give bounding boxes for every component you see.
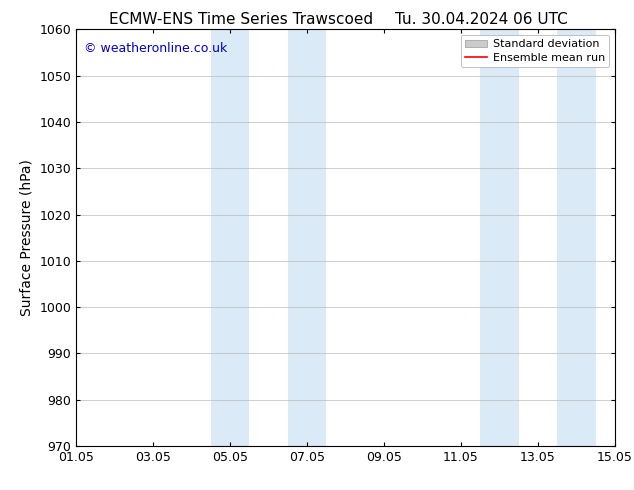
Y-axis label: Surface Pressure (hPa): Surface Pressure (hPa) <box>20 159 34 316</box>
Bar <box>288 29 327 446</box>
Legend: Standard deviation, Ensemble mean run: Standard deviation, Ensemble mean run <box>460 35 609 67</box>
Bar <box>557 29 596 446</box>
Text: © weatheronline.co.uk: © weatheronline.co.uk <box>84 42 228 55</box>
Text: ECMW-ENS Time Series Trawscoed: ECMW-ENS Time Series Trawscoed <box>109 12 373 27</box>
Text: Tu. 30.04.2024 06 UTC: Tu. 30.04.2024 06 UTC <box>396 12 568 27</box>
Bar <box>210 29 249 446</box>
Bar <box>480 29 519 446</box>
